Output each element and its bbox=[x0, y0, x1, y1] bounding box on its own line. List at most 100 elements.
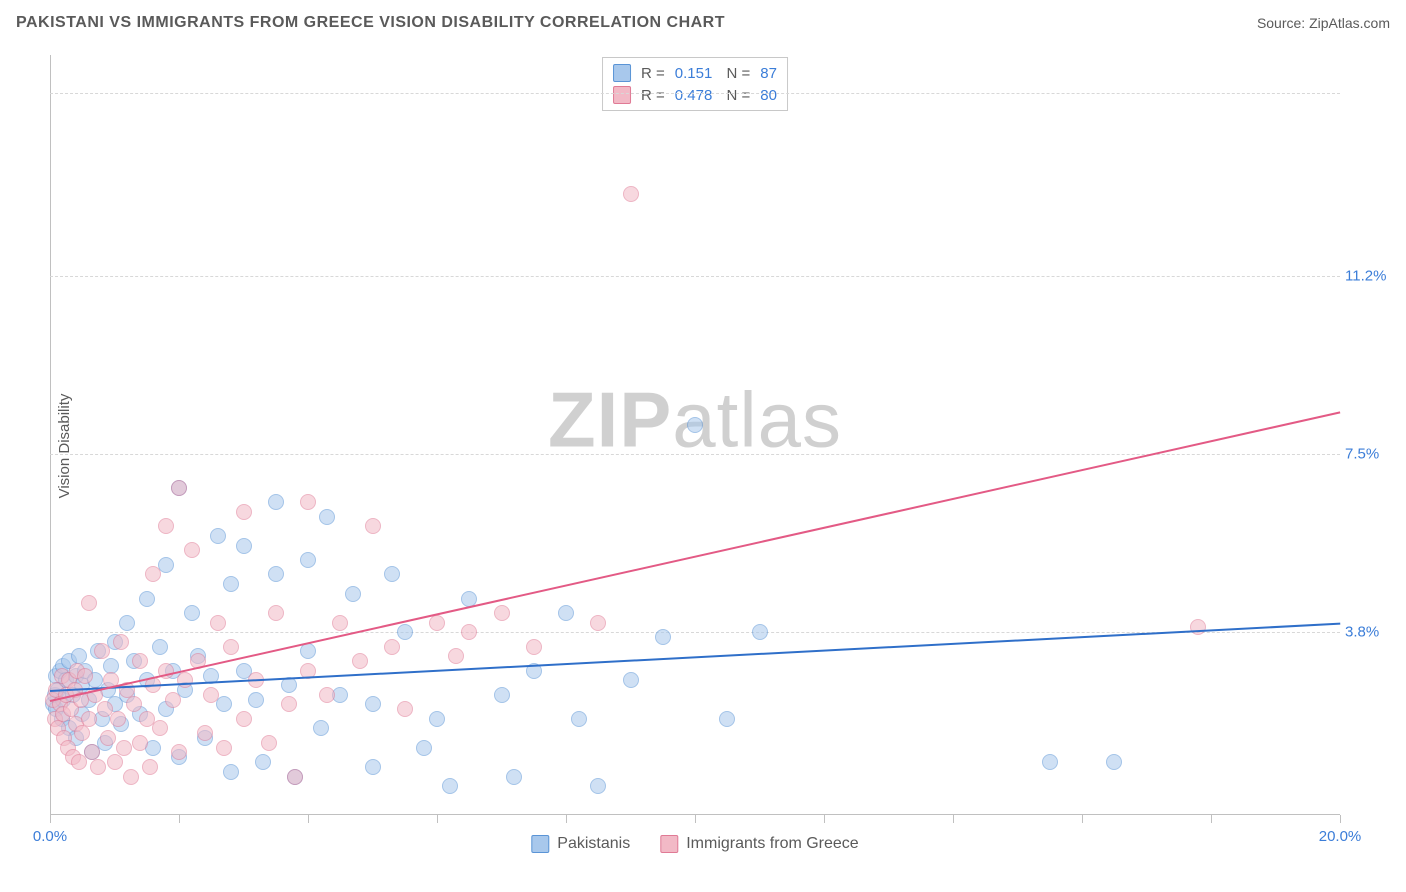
x-tick bbox=[1340, 815, 1341, 823]
scatter-point bbox=[300, 552, 316, 568]
x-tick bbox=[953, 815, 954, 823]
scatter-point bbox=[494, 687, 510, 703]
legend-n-label: N = bbox=[722, 65, 750, 82]
scatter-point bbox=[236, 504, 252, 520]
scatter-point bbox=[90, 759, 106, 775]
scatter-point bbox=[152, 639, 168, 655]
scatter-point bbox=[384, 566, 400, 582]
chart-source: Source: ZipAtlas.com bbox=[1257, 15, 1390, 31]
scatter-point bbox=[442, 778, 458, 794]
scatter-point bbox=[81, 595, 97, 611]
scatter-point bbox=[300, 643, 316, 659]
scatter-point bbox=[171, 744, 187, 760]
scatter-point bbox=[287, 769, 303, 785]
legend-swatch-icon bbox=[613, 64, 631, 82]
scatter-point bbox=[526, 639, 542, 655]
scatter-point bbox=[255, 754, 271, 770]
scatter-point bbox=[571, 711, 587, 727]
scatter-point bbox=[345, 586, 361, 602]
scatter-point bbox=[365, 696, 381, 712]
scatter-point bbox=[110, 711, 126, 727]
x-tick bbox=[50, 815, 51, 823]
scatter-point bbox=[152, 720, 168, 736]
legend-stats-row: R = 0.478 N = 80 bbox=[613, 84, 777, 106]
x-tick bbox=[437, 815, 438, 823]
legend-r-value: 0.151 bbox=[675, 65, 713, 82]
scatter-point bbox=[223, 764, 239, 780]
x-tick bbox=[566, 815, 567, 823]
scatter-point bbox=[365, 518, 381, 534]
scatter-point bbox=[119, 615, 135, 631]
scatter-point bbox=[1190, 619, 1206, 635]
scatter-point bbox=[461, 624, 477, 640]
scatter-point bbox=[494, 605, 510, 621]
scatter-point bbox=[203, 687, 219, 703]
scatter-point bbox=[352, 653, 368, 669]
scatter-point bbox=[81, 711, 97, 727]
scatter-point bbox=[268, 494, 284, 510]
scatter-point bbox=[752, 624, 768, 640]
x-tick bbox=[1082, 815, 1083, 823]
legend-n-value: 87 bbox=[760, 65, 777, 82]
scatter-point bbox=[506, 769, 522, 785]
scatter-point bbox=[223, 576, 239, 592]
y-tick-label: 7.5% bbox=[1345, 446, 1400, 463]
scatter-point bbox=[416, 740, 432, 756]
scatter-point bbox=[1106, 754, 1122, 770]
watermark-zip: ZIP bbox=[548, 375, 672, 463]
scatter-point bbox=[281, 696, 297, 712]
scatter-point bbox=[236, 711, 252, 727]
scatter-point bbox=[210, 615, 226, 631]
chart-title: PAKISTANI VS IMMIGRANTS FROM GREECE VISI… bbox=[16, 14, 725, 32]
scatter-point bbox=[171, 480, 187, 496]
x-tick bbox=[824, 815, 825, 823]
scatter-point bbox=[590, 778, 606, 794]
legend-series-item: Immigrants from Greece bbox=[660, 835, 858, 853]
x-tick bbox=[1211, 815, 1212, 823]
y-tick-label: 3.8% bbox=[1345, 624, 1400, 641]
x-tick bbox=[308, 815, 309, 823]
y-tick-label: 11.2% bbox=[1345, 268, 1400, 285]
legend-r-value: 0.478 bbox=[675, 87, 713, 104]
scatter-point bbox=[116, 740, 132, 756]
x-tick-label: 20.0% bbox=[1319, 828, 1362, 845]
scatter-point bbox=[248, 692, 264, 708]
scatter-point bbox=[132, 653, 148, 669]
scatter-point bbox=[142, 759, 158, 775]
scatter-point bbox=[332, 615, 348, 631]
scatter-point bbox=[623, 186, 639, 202]
scatter-point bbox=[216, 696, 232, 712]
scatter-point bbox=[123, 769, 139, 785]
scatter-point bbox=[397, 701, 413, 717]
legend-swatch-icon bbox=[613, 86, 631, 104]
x-tick-label: 0.0% bbox=[33, 828, 67, 845]
scatter-point bbox=[236, 538, 252, 554]
scatter-point bbox=[100, 730, 116, 746]
scatter-point bbox=[184, 542, 200, 558]
scatter-point bbox=[113, 634, 129, 650]
legend-series: Pakistanis Immigrants from Greece bbox=[531, 835, 858, 853]
scatter-point bbox=[719, 711, 735, 727]
scatter-point bbox=[177, 672, 193, 688]
scatter-point bbox=[223, 639, 239, 655]
scatter-point bbox=[165, 692, 181, 708]
scatter-point bbox=[319, 687, 335, 703]
scatter-point bbox=[590, 615, 606, 631]
legend-swatch-icon bbox=[660, 835, 678, 853]
legend-stats: R = 0.151 N = 87 R = 0.478 N = 80 bbox=[602, 57, 788, 111]
scatter-point bbox=[397, 624, 413, 640]
scatter-point bbox=[74, 725, 90, 741]
legend-r-label: R = bbox=[641, 87, 665, 104]
chart-header: PAKISTANI VS IMMIGRANTS FROM GREECE VISI… bbox=[16, 14, 1390, 32]
legend-series-label: Pakistanis bbox=[557, 835, 630, 853]
scatter-point bbox=[384, 639, 400, 655]
scatter-point bbox=[319, 509, 335, 525]
legend-r-label: R = bbox=[641, 65, 665, 82]
scatter-point bbox=[1042, 754, 1058, 770]
scatter-point bbox=[197, 725, 213, 741]
scatter-point bbox=[429, 711, 445, 727]
legend-series-item: Pakistanis bbox=[531, 835, 630, 853]
scatter-point bbox=[132, 735, 148, 751]
scatter-point bbox=[300, 494, 316, 510]
scatter-point bbox=[139, 591, 155, 607]
